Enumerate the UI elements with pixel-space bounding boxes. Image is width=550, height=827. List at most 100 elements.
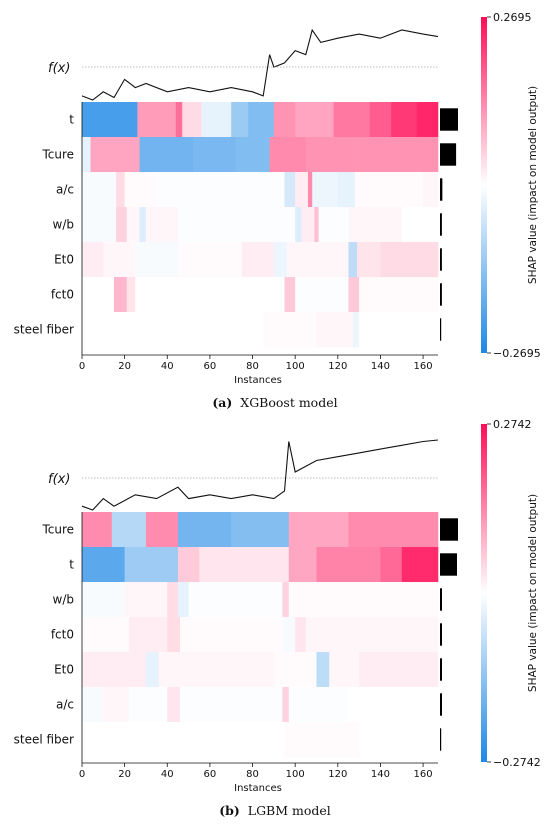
heat-cell [295,172,309,208]
feature-label: Et0 [54,253,74,267]
importance-bar [440,623,442,646]
feature-label: w/b [53,593,74,607]
heat-cell [354,172,424,208]
importance-bar [440,318,442,341]
fx-line [81,28,439,101]
x-axis-label: Instances [234,783,282,794]
importance-bar [440,143,457,166]
heat-cell [284,277,296,313]
heat-cell [177,547,200,583]
heat-cell [82,242,104,278]
heat-cell [128,687,168,723]
feature-labels: Tcure t w/b fct0 Et0 a/c steel fiber [14,523,75,747]
heat-cell [177,207,296,243]
heat-cell [282,617,296,653]
importance-bar [440,728,442,751]
x-tick-label: 120 [328,361,347,372]
heat-cell [139,207,147,243]
importance-bar [440,108,458,131]
heat-cell [359,652,439,688]
heat-cell [139,137,194,173]
heat-cell [288,512,349,548]
heat-cell [333,102,371,138]
heat-cell [312,172,339,208]
panel-caption: (a) XGBoost model [212,395,337,410]
heat-cell [284,722,360,758]
heat-cell [401,207,439,243]
heat-cell [192,137,236,173]
heat-cell [182,102,202,138]
x-tick-label: 140 [371,769,390,780]
heat-cell [137,102,177,138]
caption-letter: (a) [212,395,232,410]
heat-cell [248,102,275,138]
heat-cell [113,277,128,313]
heat-cell [314,207,319,243]
heat-cell [391,102,417,138]
heat-cell [282,687,290,723]
fx-line-plot [81,439,439,511]
heat-cell [111,512,147,548]
importance-bar [440,518,458,541]
heat-cell [124,582,168,618]
heat-cell [145,652,160,688]
feature-label: fct0 [51,288,74,302]
heat-cell [380,242,439,278]
heat-cell [90,137,140,173]
caption-text: XGBoost model [240,395,337,410]
heat-cell [128,617,168,653]
colorbar-max-label: 0.2742 [493,418,532,431]
panel-lgbm: Tcure t w/b fct0 Et0 a/c steel fiber f(x) 0 20 4… [14,418,541,818]
heat-cell [103,687,130,723]
heat-cell [82,207,117,243]
heat-cell [301,207,315,243]
heat-cell [116,172,125,208]
heat-cell [167,687,181,723]
x-tick-label: 140 [371,361,390,372]
heat-cell [124,547,179,583]
feature-label: steel fiber [14,733,74,747]
x-tick-label: 20 [118,361,131,372]
x-tick-label: 0 [79,769,85,780]
fx-label: f(x) [48,61,70,76]
x-tick-label: 160 [414,769,433,780]
heat-cell [273,652,317,688]
panel-xgboost: t Tcure a/c w/b Et0 fct0 steel fiber f(x) 0 20 4… [14,11,541,410]
heat-cell [82,312,264,348]
caption-text: LGBM model [248,803,331,818]
heat-cell [288,547,317,583]
heat-cell [180,687,283,723]
heat-cell [282,582,290,618]
heat-cell [359,137,439,173]
x-tick-label: 80 [246,769,259,780]
heat-cell [337,172,356,208]
heat-cell [295,277,349,313]
feature-label: Tcure [41,148,74,162]
heat-cell [423,172,439,208]
heat-cell [352,312,360,348]
colorbar [481,17,487,353]
heat-cell [401,547,439,583]
x-tick-label: 40 [161,361,174,372]
importance-bars [440,518,458,751]
caption-letter: (b) [219,803,240,818]
heat-cell [231,102,249,138]
heat-cell [316,652,330,688]
x-tick-label: 20 [118,769,131,780]
heat-cell [316,547,381,583]
heat-cell [348,207,403,243]
heat-cell [235,137,270,173]
fx-line-plot [81,28,439,101]
heat-cell [199,547,290,583]
heat-cell [167,582,179,618]
heat-cell [82,617,130,653]
heat-cell [82,102,138,138]
heat-cell [359,722,439,758]
heat-cell [380,547,403,583]
colorbar [481,424,487,762]
feature-label: steel fiber [14,323,74,337]
heat-cell [356,242,381,278]
panel-caption: (b) LGBM model [219,803,331,818]
colorbar-title: SHAP value (impact on model output) [527,86,539,284]
